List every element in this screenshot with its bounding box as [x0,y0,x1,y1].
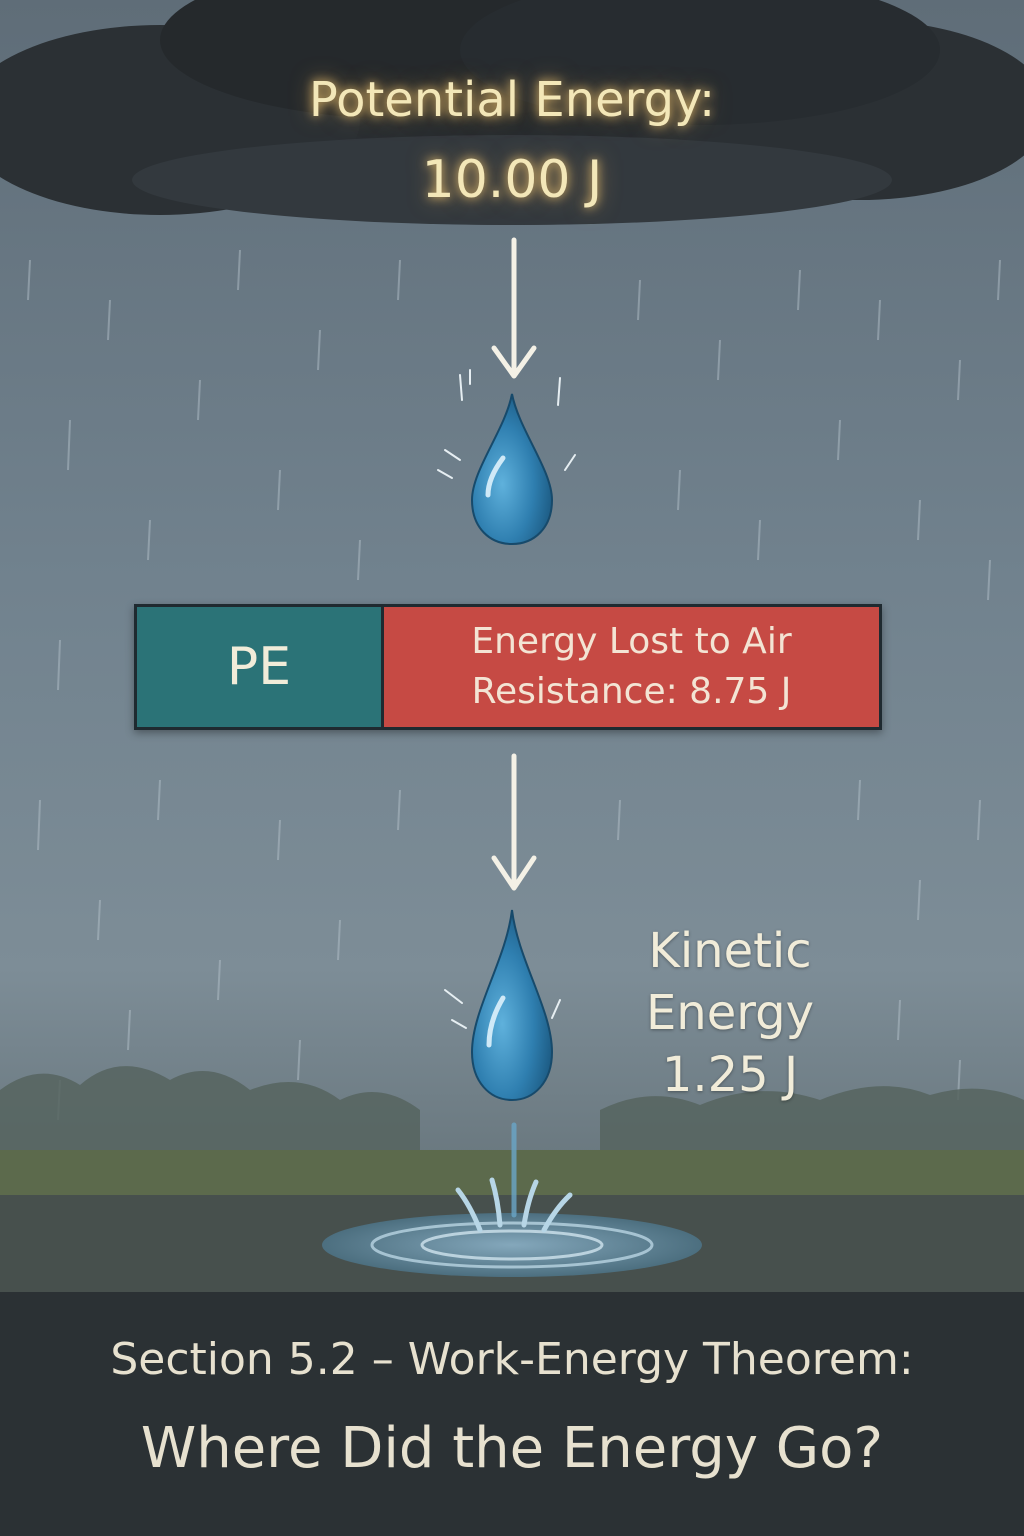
loss-label-line2: Resistance: 8.75 J [471,671,792,712]
kinetic-energy-line2: Energy [645,985,815,1041]
loss-label-line1: Energy Lost to Air [471,621,792,662]
arrow-down-icon [491,237,537,379]
splash-puddle [322,1122,702,1277]
raindrop-icon [437,369,576,546]
potential-energy-value: 10.00 J [421,150,603,210]
tree-line [0,1066,1024,1160]
energy-bar-pe-segment: PE [137,607,384,727]
potential-energy-label: Potential Energy: [308,72,716,128]
storm-cloud [0,0,1024,225]
kinetic-energy-line1: Kinetic [648,923,812,979]
kinetic-energy-label: Kinetic Energy 1.25 J [610,920,850,1106]
arrow-down-icon [491,753,537,891]
energy-bar: PE Energy Lost to Air Resistance: 8.75 J [134,604,882,730]
kinetic-energy-value: 1.25 J [661,1047,799,1103]
caption-section-title: Section 5.2 – Work-Energy Theorem: [110,1334,914,1385]
caption-question: Where Did the Energy Go? [140,1416,884,1481]
raindrop-icon [444,909,561,1102]
caption-panel: Section 5.2 – Work-Energy Theorem: Where… [0,1292,1024,1536]
energy-bar-loss-segment: Energy Lost to Air Resistance: 8.75 J [384,607,879,727]
